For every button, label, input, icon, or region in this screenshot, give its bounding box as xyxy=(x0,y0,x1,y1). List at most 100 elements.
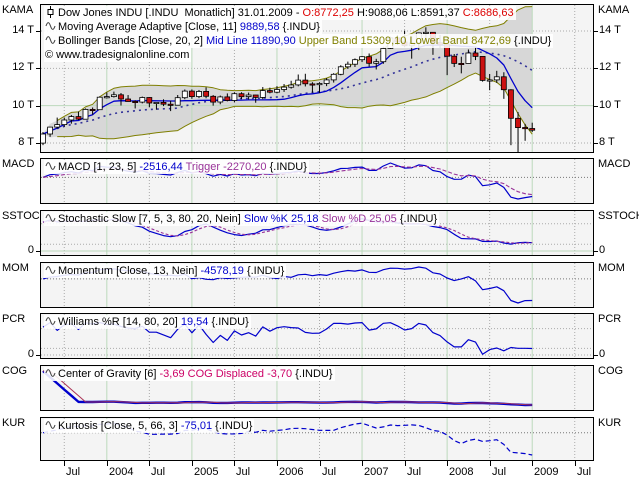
x-axis-label-2004: 2004 xyxy=(109,466,134,478)
candle-up xyxy=(330,73,337,81)
header-text-segment: {.INDU} xyxy=(511,35,552,47)
candle-up xyxy=(373,61,380,64)
candle-up xyxy=(111,94,117,98)
panel-name-left-pcr: PCR xyxy=(2,313,26,325)
header-text-segment: Momentum [Close, 13, Nein] xyxy=(58,265,201,277)
header-text-segment: {.INDU} xyxy=(266,161,307,173)
candle-up xyxy=(344,63,351,68)
y-tick-right xyxy=(594,251,598,252)
candle-up xyxy=(54,124,61,128)
cog-legend-line: Center of Gravity [6] -3,69 COG Displace… xyxy=(44,367,335,381)
panel-name-right-kur: KUR xyxy=(598,417,622,429)
header-text-segment: Stochastic Slow [7, 5, 3, 80, 20, Nein] xyxy=(58,213,244,225)
center-of-gravity-chart-canvas[interactable] xyxy=(41,366,593,410)
candle-up xyxy=(288,84,295,88)
panel-macd: MACD [1, 23, 5] -2516,44 Trigger -2270,2… xyxy=(40,158,594,204)
y-axis-label-left-kama-10T: 10 T xyxy=(12,98,34,111)
candle-down xyxy=(252,94,259,98)
symbol-title-line: Dow Jones INDU [.INDU Monatlich] 31.01.2… xyxy=(44,6,553,20)
panel-name-left-macd: MACD xyxy=(2,158,35,170)
header-text-segment: -4578,19 xyxy=(200,265,244,277)
candle-down xyxy=(224,96,231,101)
candle-down xyxy=(458,63,465,66)
center-of-gravity-header: Center of Gravity [6] -3,69 COG Displace… xyxy=(44,367,335,381)
candle-up xyxy=(281,86,288,90)
copyright-line: © www.tradesignalonline.com xyxy=(44,48,553,62)
bollinger-lower-band-line xyxy=(57,72,533,140)
y-axis-label-left-kama-12T: 12 T xyxy=(12,61,34,74)
candle-down xyxy=(529,128,536,131)
candle-up xyxy=(61,119,68,125)
moving-average-legend-line: Moving Average Adaptive [Close, 11] 9889… xyxy=(44,20,553,34)
candle-up xyxy=(103,96,110,99)
copyright-text: © www.tradesignalonline.com xyxy=(44,48,192,62)
header-text-segment: Mid Line 11890,90 xyxy=(205,35,296,47)
candle-up xyxy=(217,96,224,103)
x-axis-label-2006: 2006 xyxy=(279,466,304,478)
panel-name-right-sstoc: SSTOCH xyxy=(598,210,639,222)
wave-indicator-icon xyxy=(45,22,56,30)
panel-stochastic: Stochastic Slow [7, 5, 3, 80, 20, Nein] … xyxy=(40,210,594,256)
wave-indicator-icon xyxy=(45,266,56,274)
candle-up xyxy=(316,83,323,86)
header-text-segment: Center of Gravity [6] xyxy=(58,368,160,380)
kurtosis-header: Kurtosis [Close, 5, 66, 3] -75,01 {.INDU… xyxy=(44,419,255,433)
mom-legend-line: Momentum [Close, 13, Nein] -4578,19 {.IN… xyxy=(44,264,287,278)
candle-down xyxy=(89,109,96,112)
x-axis-label-2009: 2009 xyxy=(534,466,559,478)
cog-displaced-line xyxy=(43,370,533,406)
kama-header: Dow Jones INDU [.INDU Monatlich] 31.01.2… xyxy=(44,6,554,62)
candle-up xyxy=(486,79,493,82)
candle-down xyxy=(507,89,514,119)
y-tick-right xyxy=(594,31,598,32)
header-text-segment: {.INDU} xyxy=(212,420,253,432)
candle-down xyxy=(309,83,316,86)
kur-legend-line: Kurtosis [Close, 5, 66, 3] -75,01 {.INDU… xyxy=(44,419,255,433)
candle-up xyxy=(174,97,181,106)
candle-down xyxy=(266,90,273,93)
header-text-segment: {.INDU} xyxy=(208,316,249,328)
candle-down xyxy=(188,90,195,97)
candle-up xyxy=(337,66,344,75)
wave-indicator-icon xyxy=(45,317,56,325)
candle-down xyxy=(203,91,210,97)
candle-up xyxy=(422,31,429,34)
cog-legend-line-label: Center of Gravity [6] -3,69 COG Displace… xyxy=(44,367,335,381)
header-text-segment: 9889,58 xyxy=(239,21,280,33)
candle-up xyxy=(380,48,387,63)
header-text-segment: COG Displaced -3,70 xyxy=(184,368,293,380)
macd-legend-line-label: MACD [1, 23, 5] -2516,44 Trigger -2270,2… xyxy=(44,160,309,174)
x-tick xyxy=(149,461,150,466)
y-axis-label-right-pcr-0: 0 xyxy=(599,348,606,360)
x-axis-label-Jul: Jul xyxy=(151,466,166,478)
x-tick xyxy=(234,461,235,466)
candle-up xyxy=(47,126,53,135)
candle-down xyxy=(210,95,217,103)
x-axis-label-2005: 2005 xyxy=(194,466,219,478)
candle-down xyxy=(522,127,529,130)
panel-name-right-pcr: PCR xyxy=(598,313,622,325)
header-text-segment: {.INDU} xyxy=(279,21,320,33)
header-text-segment: Dow Jones INDU [.INDU Monatlich] 31.01.2… xyxy=(58,7,303,19)
candle-up xyxy=(259,90,266,98)
y-axis-label-right-kama-10T: 10 T xyxy=(599,98,621,111)
candlestick-icon xyxy=(47,6,54,18)
y-tick-right xyxy=(594,68,598,69)
y-axis-label-left-sstoc-0: 0 xyxy=(27,244,34,256)
header-text-segment: Moving Average Adaptive [Close, 11] xyxy=(58,21,240,33)
stochastic-header: Stochastic Slow [7, 5, 3, 80, 20, Nein] … xyxy=(44,212,440,226)
candle-down xyxy=(500,76,507,91)
pcr-legend-line: Williams %R [14, 80, 20] 19,54 {.INDU} xyxy=(44,315,251,329)
x-tick xyxy=(490,461,491,466)
symbol-title-line-label: Dow Jones INDU [.INDU Monatlich] 31.01.2… xyxy=(44,6,516,20)
wave-indicator-icon xyxy=(45,214,56,222)
candle-up xyxy=(181,90,188,99)
wave-indicator-icon xyxy=(45,162,56,170)
panel-name-right-mom: MOM xyxy=(598,262,625,274)
williams-r-chart-canvas[interactable] xyxy=(41,314,593,358)
y-axis-label-right-sstoc-0: 0 xyxy=(599,244,606,256)
candle-down xyxy=(167,103,174,106)
sstoc-legend-line-label: Stochastic Slow [7, 5, 3, 80, 20, Nein] … xyxy=(44,212,440,226)
y-axis-label-right-kama-12T: 12 T xyxy=(599,61,621,74)
macd-header: MACD [1, 23, 5] -2516,44 Trigger -2270,2… xyxy=(44,160,309,174)
